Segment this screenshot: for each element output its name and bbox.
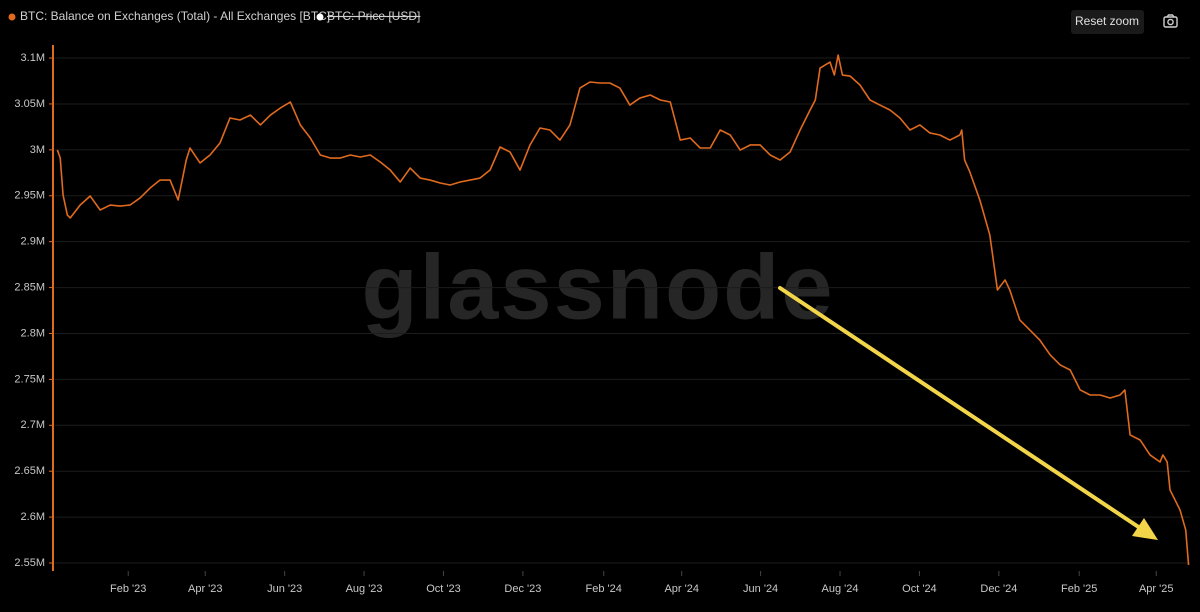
x-tick-label: Feb '24 — [586, 583, 622, 595]
reset-zoom-button[interactable]: Reset zoom — [1071, 10, 1144, 34]
y-tick-label: 3.1M — [21, 52, 45, 64]
y-tick-label: 2.65M — [14, 465, 45, 477]
x-tick-label: Oct '23 — [426, 583, 461, 595]
legend: BTC: Balance on Exchanges (Total) - All … — [8, 9, 421, 23]
y-tick-label: 2.6M — [21, 511, 45, 523]
annotation-arrow — [778, 286, 1158, 540]
x-tick-label: Aug '24 — [822, 583, 859, 595]
x-tick-label: Dec '24 — [980, 583, 1017, 595]
y-tick-label: 2.8M — [21, 327, 45, 339]
arrow-shaft — [778, 286, 1142, 530]
arrow-head — [1132, 518, 1158, 540]
x-tick-label: Apr '23 — [188, 583, 223, 595]
button-bg[interactable] — [1071, 10, 1144, 34]
y-tick-label: 2.7M — [21, 419, 45, 431]
button-label[interactable]: Reset zoom — [1075, 14, 1139, 28]
x-tick-label: Jun '23 — [267, 583, 302, 595]
camera-icon[interactable] — [1163, 14, 1178, 28]
y-tick-label: 2.9M — [21, 236, 45, 248]
y-tick-label: 3.05M — [14, 98, 45, 110]
x-tick-label: Apr '24 — [664, 583, 699, 595]
camera-lens[interactable] — [1167, 18, 1174, 26]
x-tick-label: Jun '24 — [743, 583, 778, 595]
legend-entry[interactable]: BTC: Balance on Exchanges (Total) - All … — [8, 9, 331, 23]
y-tick-label: 3M — [30, 144, 45, 156]
y-tick-label: 2.85M — [14, 281, 45, 293]
plot-over: 3.1M 3.05M 3M 2.95M 2.9M 2.85M 2.8M 2.75M 2.7M 2.… — [14, 52, 1190, 595]
x-tick-label: Dec '23 — [504, 583, 541, 595]
x-tick-label: Aug '23 — [346, 583, 383, 595]
x-tick-label: Oct '24 — [902, 583, 937, 595]
camera-top[interactable] — [1166, 14, 1175, 18]
y-tick-label: 2.75M — [14, 373, 45, 385]
legend-label[interactable]: BTC: Balance on Exchanges (Total) - All … — [20, 9, 330, 23]
y-tick-label: 2.95M — [14, 190, 45, 202]
legend-label[interactable]: BTC: Price [USD] — [327, 9, 420, 23]
x-tick-label: Feb '23 — [110, 583, 146, 595]
x-tick-label: Apr '25 — [1139, 583, 1174, 595]
x-tick-label: Feb '25 — [1061, 583, 1097, 595]
y-tick-label: 2.55M — [14, 557, 45, 569]
data-line — [56, 54, 1190, 566]
plot-under: glassnode — [55, 57, 1190, 564]
legend-entry[interactable]: BTC: Price [USD] — [316, 9, 421, 23]
legend-marker — [316, 13, 324, 21]
camera-body[interactable] — [1163, 16, 1178, 28]
legend-marker — [8, 13, 16, 21]
